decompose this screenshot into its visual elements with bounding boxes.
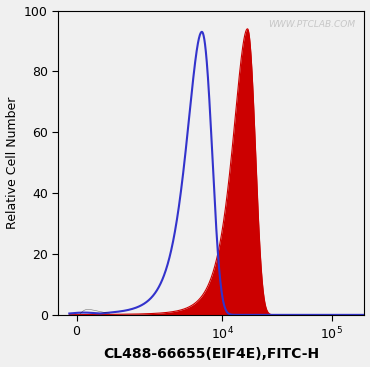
X-axis label: CL488-66655(EIF4E),FITC-H: CL488-66655(EIF4E),FITC-H: [103, 348, 319, 361]
Y-axis label: Relative Cell Number: Relative Cell Number: [6, 97, 18, 229]
Text: WWW.PTCLAB.COM: WWW.PTCLAB.COM: [268, 20, 355, 29]
